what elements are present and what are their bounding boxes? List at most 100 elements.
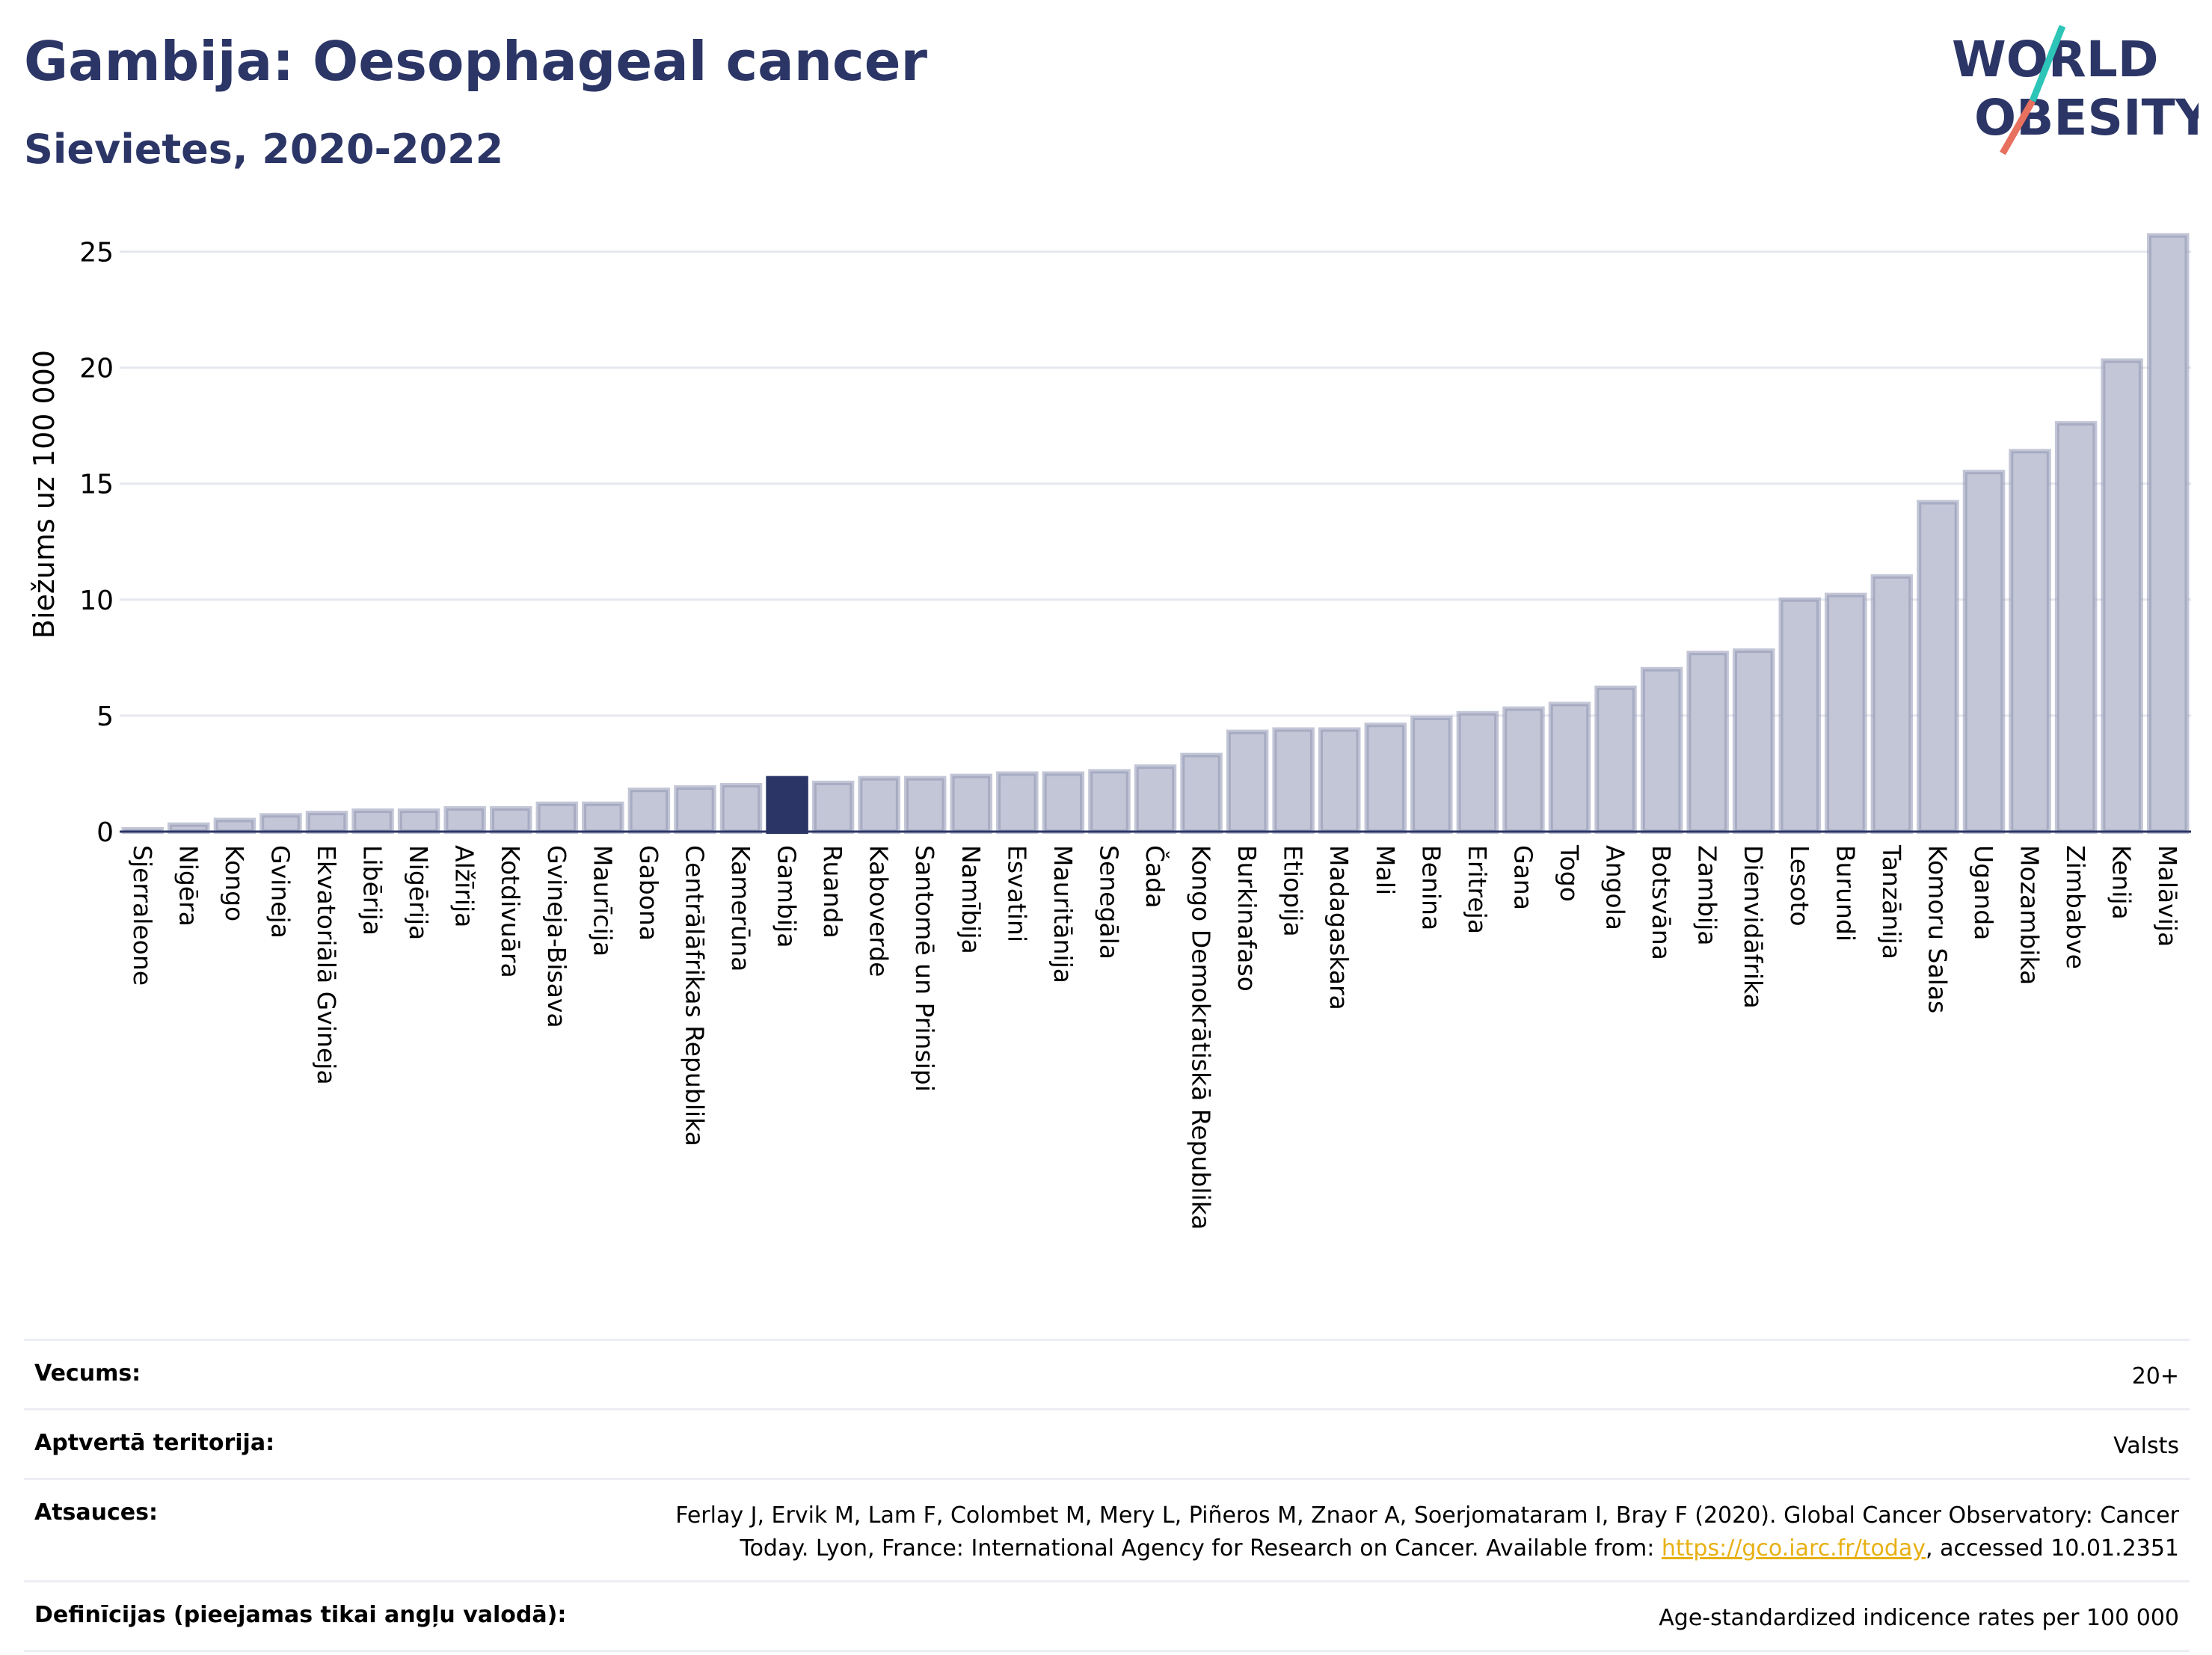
territory-value: Valsts <box>2113 1433 2179 1459</box>
x-tick-label: Libērija <box>358 845 387 936</box>
x-tick-labels: Sjerraleone Nigēra Kongo Gvineja Ekvatoriālā… <box>128 844 2182 1229</box>
y-tick-label: 15 <box>79 470 114 500</box>
bar <box>1640 666 1683 834</box>
x-tick-label: Kotdivuāra <box>496 845 525 978</box>
bar <box>1134 764 1177 835</box>
x-tick-label: Benina <box>1416 845 1446 930</box>
bar <box>1825 592 1867 834</box>
bar <box>443 805 486 834</box>
x-tick-label: Centrālāfrikas Republika <box>680 845 709 1146</box>
bar <box>1778 597 1822 835</box>
x-tick-label: Mali <box>1371 845 1400 895</box>
x-tick-label: Namībija <box>956 845 986 954</box>
x-tick-label: Burkinafaso <box>1232 845 1262 992</box>
x-tick-label: Ruanda <box>818 845 847 939</box>
references-text-3: , accessed 10.01.2351 <box>1926 1535 2179 1562</box>
x-tick-label: Mauritānija <box>1048 845 1078 983</box>
definitions-label: Definīcijas (pieejamas tikai angļu valod… <box>34 1602 567 1628</box>
bar <box>1917 500 1959 835</box>
references-label: Atsauces: <box>34 1499 158 1526</box>
bar <box>1456 710 1499 834</box>
y-axis-label: Biežums uz 100 000 <box>28 350 61 639</box>
bar <box>1686 651 1729 834</box>
x-tick-label: Mozambika <box>2015 845 2044 985</box>
bar <box>259 813 302 834</box>
x-tick-label: Čada <box>1140 845 1170 908</box>
x-tick-label: Angola <box>1601 845 1630 930</box>
territory-label: Aptvertā teritorija: <box>34 1430 275 1456</box>
x-tick-label: Eritreja <box>1463 845 1492 934</box>
x-tick-label: Zimbabve <box>2061 845 2090 969</box>
meta-row-age: Vecums: 20+ <box>24 1339 2190 1408</box>
x-tick-label: Santomē un Prinsipi <box>910 845 939 1092</box>
y-tick-label: 25 <box>79 238 114 268</box>
x-tick-label: Botsvāna <box>1647 845 1676 960</box>
bar <box>903 776 947 835</box>
references-value: Ferlay J, Ervik M, Lam F, Colombet M, Me… <box>675 1499 2179 1565</box>
x-tick-label: Kaboverde <box>864 845 894 977</box>
references-text-1: Ferlay J, Ervik M, Lam F, Colombet M, Me… <box>675 1502 2179 1529</box>
x-tick-label: Gabona <box>634 845 663 941</box>
bar <box>1088 769 1131 835</box>
bar <box>305 811 348 835</box>
x-tick-label: Nigēra <box>173 845 203 927</box>
bar <box>996 771 1039 835</box>
x-tick-label: Sjerraleone <box>128 845 157 986</box>
bar <box>627 787 671 834</box>
bar <box>1364 722 1407 835</box>
x-tick-label: Esvatini <box>1002 845 1031 942</box>
x-tick-label: Malāvija <box>2153 845 2182 947</box>
bar <box>1732 648 1775 835</box>
bar <box>811 780 855 834</box>
logo-slash-red <box>2000 99 2036 156</box>
world-obesity-logo: WORLD OBESITY <box>1952 25 2199 156</box>
x-tick-label: Kongo Demokrātiskā Republika <box>1187 845 1216 1229</box>
x-tick-label: Maurīcija <box>588 845 617 957</box>
meta-row-references: Atsauces: Ferlay J, Ervik M, Lam F, Colo… <box>24 1478 2190 1580</box>
bar <box>1962 470 2006 834</box>
x-tick-label: Gvineja-Bisava <box>542 845 571 1028</box>
x-tick-label: Togo <box>1555 844 1584 902</box>
x-tick-label: Gana <box>1508 845 1537 910</box>
bar <box>582 801 624 834</box>
bar <box>719 782 763 835</box>
y-tick-label: 10 <box>79 586 114 616</box>
bar <box>351 808 394 834</box>
x-tick-label: Alžīrija <box>450 845 479 927</box>
x-tick-label: Gambija <box>772 845 802 948</box>
bar <box>535 801 579 834</box>
bar <box>2101 358 2143 835</box>
y-tick-label: 0 <box>96 817 114 848</box>
x-tick-label: Zambija <box>1693 845 1722 945</box>
bar <box>1502 706 1545 834</box>
bar <box>1410 716 1453 835</box>
bar <box>397 808 440 834</box>
x-tick-label: Dienvidāfrika <box>1739 845 1768 1009</box>
x-tick-label: Kamerūna <box>726 845 755 971</box>
bar <box>2146 233 2190 834</box>
x-tick-label: Kongo <box>220 845 249 921</box>
x-tick-label: Etiopija <box>1279 845 1308 937</box>
bar <box>1180 752 1223 835</box>
y-tick-label: 20 <box>79 354 114 384</box>
references-text-2: Today. Lyon, France: International Agenc… <box>740 1535 1662 1562</box>
references-link[interactable]: https://gco.iarc.fr/today <box>1661 1535 1926 1562</box>
bar <box>1226 729 1269 835</box>
bar-chart: 0 5 10 15 20 25 Sjerraleone Nigēra Kongo Gvineja… <box>28 233 2191 1229</box>
x-tick-label: Kenija <box>2107 845 2136 920</box>
x-tick-label: Ekvatoriālā Gvineja <box>312 845 341 1085</box>
bar <box>1272 727 1315 834</box>
meta-row-territory: Aptvertā teritorija: Valsts <box>24 1408 2190 1478</box>
x-tick-label: Nigērija <box>404 845 433 940</box>
bar <box>766 776 808 835</box>
page-title: Gambija: Oesophageal cancer <box>24 30 928 93</box>
x-tick-label: Komoru Salas <box>1923 845 1952 1013</box>
x-tick-label: Tanzānija <box>1877 844 1906 959</box>
meta-row-definitions: Definīcijas (pieejamas tikai angļu valod… <box>24 1580 2190 1652</box>
bar <box>2009 449 2051 835</box>
logo-slash-teal <box>2029 25 2066 102</box>
bar <box>2054 421 2098 834</box>
age-value: 20+ <box>2131 1363 2179 1390</box>
bar <box>1548 701 1591 835</box>
x-tick-label: Gvineja <box>265 845 295 939</box>
